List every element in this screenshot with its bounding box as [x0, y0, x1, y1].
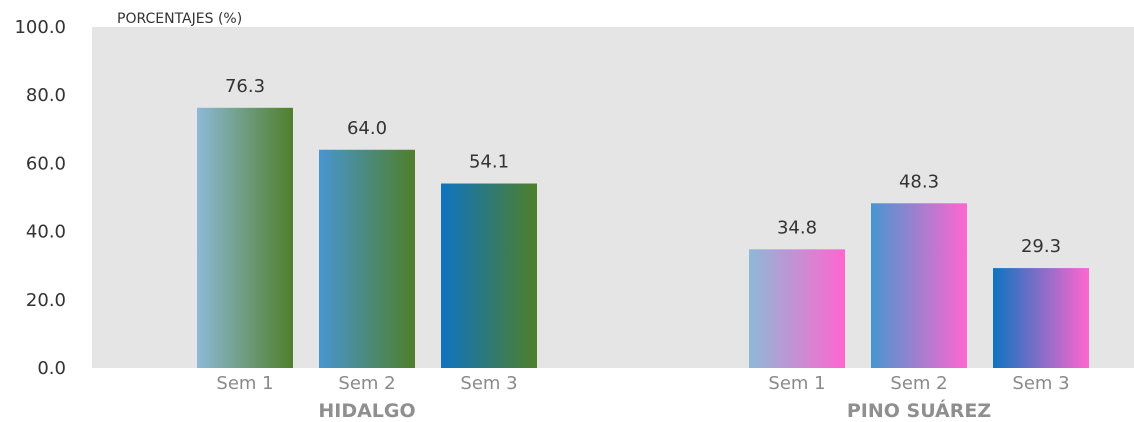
data-label: 64.0 [347, 118, 387, 139]
y-axis-label: PORCENTAJES (%) [117, 11, 242, 27]
bar-hidalgo-sem-2 [319, 149, 415, 368]
group-label: PINO SUÁREZ [847, 399, 991, 422]
y-axis: 0.0 20.0 40.0 60.0 80.0 100.0 [14, 17, 66, 379]
y-tick-label: 20.0 [26, 290, 66, 311]
data-label: 34.8 [777, 217, 817, 238]
x-category-label: Sem 1 [768, 373, 825, 394]
bar-hidalgo-sem-1 [197, 107, 293, 368]
bar-pino-suarez-sem-2 [871, 203, 967, 368]
bar-hidalgo-sem-3 [441, 183, 537, 368]
data-label: 48.3 [899, 171, 939, 192]
labels-layer: 76.3 Sem 1 64.0 Sem 2 54.1 Sem 3 HIDALGO 34.8 Se… [216, 76, 1069, 422]
x-category-label: Sem 2 [338, 373, 395, 394]
bar-pino-suarez-sem-1 [749, 249, 845, 368]
group-label: HIDALGO [318, 400, 415, 422]
bars-layer [197, 107, 1089, 368]
y-tick-label: 60.0 [26, 153, 66, 174]
x-category-label: Sem 2 [890, 373, 947, 394]
y-tick-label: 40.0 [26, 222, 66, 243]
data-label: 29.3 [1021, 236, 1061, 257]
data-label: 54.1 [469, 152, 509, 173]
y-tick-label: 80.0 [26, 85, 66, 106]
y-tick-label: 0.0 [37, 358, 66, 379]
x-category-label: Sem 3 [1012, 373, 1069, 394]
x-category-label: Sem 3 [460, 373, 517, 394]
bar-pino-suarez-sem-3 [993, 268, 1089, 368]
x-category-label: Sem 1 [216, 373, 273, 394]
data-label: 76.3 [225, 76, 265, 97]
y-tick-label: 100.0 [14, 17, 66, 38]
